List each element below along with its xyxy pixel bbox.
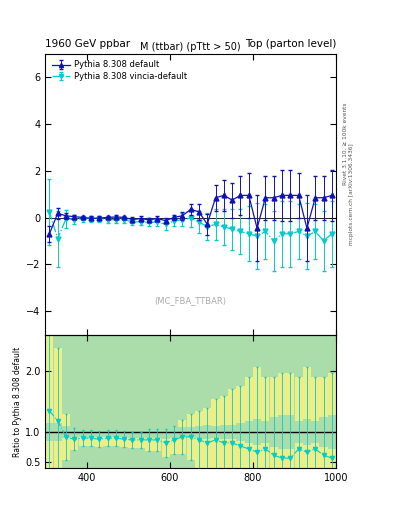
Bar bbox=[211, 426, 220, 438]
Bar bbox=[120, 432, 128, 447]
Bar bbox=[45, 423, 53, 441]
Title: M (ttbar) (pTtt > 50): M (ttbar) (pTtt > 50) bbox=[140, 41, 241, 52]
Bar bbox=[79, 430, 87, 446]
Bar bbox=[87, 427, 95, 437]
Bar bbox=[195, 411, 203, 468]
Bar bbox=[112, 430, 120, 446]
Bar bbox=[311, 421, 320, 443]
Bar bbox=[320, 377, 328, 468]
Bar bbox=[153, 429, 162, 451]
Bar bbox=[261, 377, 270, 468]
Bar bbox=[145, 426, 153, 438]
Bar bbox=[253, 419, 261, 445]
Bar bbox=[70, 429, 78, 450]
Bar bbox=[294, 421, 303, 443]
Bar bbox=[103, 430, 112, 446]
Legend: Pythia 8.308 default, Pythia 8.308 vincia-default: Pythia 8.308 default, Pythia 8.308 vinci… bbox=[50, 58, 190, 83]
Bar bbox=[220, 424, 228, 439]
Bar bbox=[103, 427, 112, 437]
Bar bbox=[53, 348, 62, 468]
Bar bbox=[178, 427, 186, 437]
Bar bbox=[62, 426, 70, 438]
Text: 1960 GeV ppbar: 1960 GeV ppbar bbox=[45, 38, 130, 49]
Bar bbox=[303, 367, 311, 468]
Text: Rivet 3.1.10, ≥ 100k events: Rivet 3.1.10, ≥ 100k events bbox=[343, 102, 348, 185]
Bar bbox=[129, 432, 136, 448]
Text: mcplots.cern.ch [arXiv:1306.3436]: mcplots.cern.ch [arXiv:1306.3436] bbox=[349, 144, 354, 245]
Bar bbox=[137, 426, 145, 438]
Bar bbox=[303, 419, 311, 445]
Bar bbox=[137, 432, 145, 448]
Bar bbox=[328, 415, 336, 449]
Bar bbox=[53, 423, 62, 441]
Bar bbox=[328, 373, 336, 468]
Bar bbox=[253, 367, 261, 468]
Y-axis label: Ratio to Pythia 8.308 default: Ratio to Pythia 8.308 default bbox=[13, 347, 22, 457]
Bar bbox=[87, 430, 95, 446]
Bar bbox=[236, 423, 244, 441]
Text: Top (parton level): Top (parton level) bbox=[244, 38, 336, 49]
Bar bbox=[170, 426, 178, 454]
Bar bbox=[95, 432, 103, 447]
Bar bbox=[45, 335, 53, 468]
Bar bbox=[286, 373, 294, 468]
Bar bbox=[129, 426, 136, 438]
Bar bbox=[286, 415, 294, 449]
Bar bbox=[145, 429, 153, 451]
Bar bbox=[270, 417, 278, 446]
Bar bbox=[187, 414, 195, 460]
Bar bbox=[79, 427, 87, 437]
Bar bbox=[228, 424, 236, 439]
Bar bbox=[162, 429, 170, 457]
Bar bbox=[278, 415, 286, 449]
Bar bbox=[261, 421, 270, 443]
Bar bbox=[112, 427, 120, 437]
Bar bbox=[70, 427, 78, 437]
Bar bbox=[311, 377, 320, 468]
Bar bbox=[245, 377, 253, 468]
Bar bbox=[120, 427, 128, 437]
Bar bbox=[245, 421, 253, 443]
Bar bbox=[294, 377, 303, 468]
Bar bbox=[153, 426, 162, 438]
Bar bbox=[228, 390, 236, 468]
Bar bbox=[236, 387, 244, 468]
Bar bbox=[203, 408, 211, 468]
Bar bbox=[170, 426, 178, 438]
Bar bbox=[178, 420, 186, 454]
Bar bbox=[320, 417, 328, 446]
Bar bbox=[162, 424, 170, 439]
Bar bbox=[187, 427, 195, 437]
Bar bbox=[95, 427, 103, 437]
Bar bbox=[211, 398, 220, 468]
Bar bbox=[278, 373, 286, 468]
Bar bbox=[62, 414, 70, 460]
Text: (MC_FBA_TTBAR): (MC_FBA_TTBAR) bbox=[154, 296, 227, 306]
Bar bbox=[203, 424, 211, 439]
Bar bbox=[220, 395, 228, 468]
Bar bbox=[195, 426, 203, 438]
Bar bbox=[270, 377, 278, 468]
